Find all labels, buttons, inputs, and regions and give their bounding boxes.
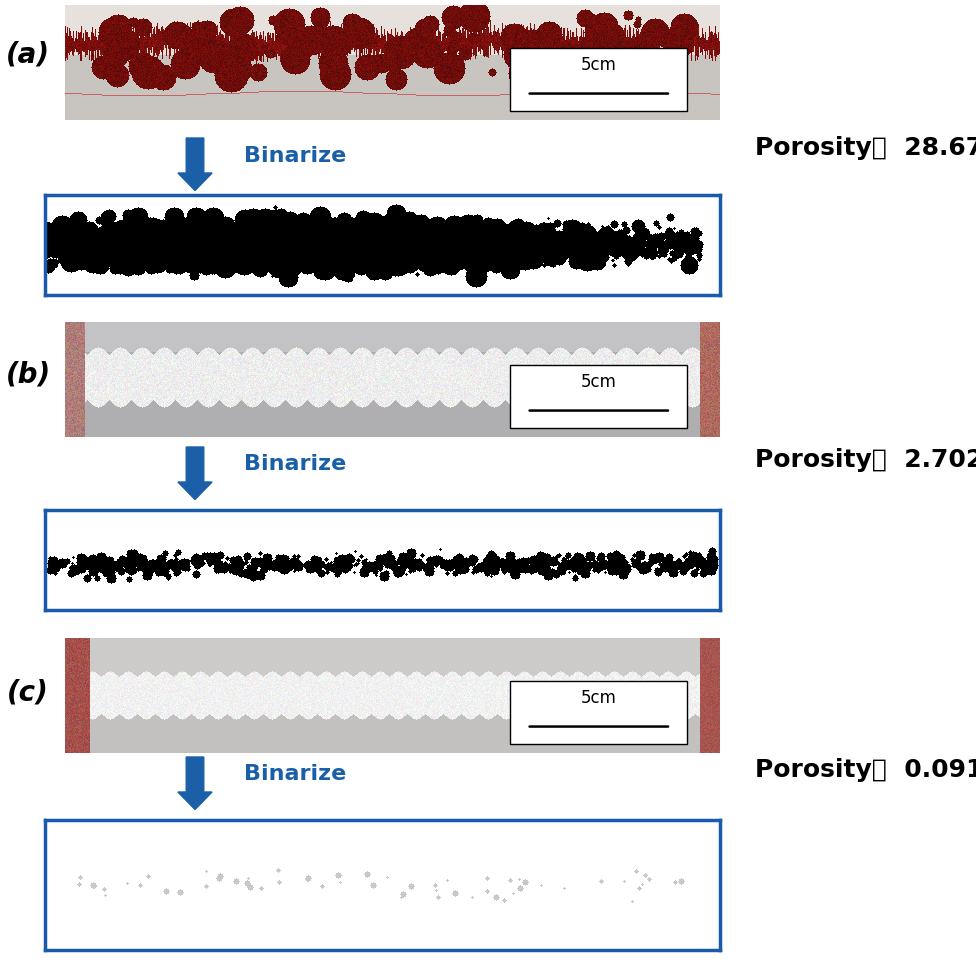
Text: 5cm: 5cm [581,56,617,74]
Text: 5cm: 5cm [581,373,617,391]
Text: 5cm: 5cm [581,689,617,707]
Text: Porosity：  28.672%: Porosity： 28.672% [755,136,976,160]
Text: Porosity：  0.091%: Porosity： 0.091% [755,758,976,782]
FancyBboxPatch shape [510,365,687,428]
Text: Porosity：  2.702%: Porosity： 2.702% [755,448,976,472]
Text: Binarize: Binarize [244,145,346,166]
Text: Binarize: Binarize [244,764,346,785]
FancyBboxPatch shape [510,681,687,744]
FancyBboxPatch shape [510,48,687,111]
Text: (b): (b) [6,361,51,389]
Text: (c): (c) [7,678,49,706]
Text: Binarize: Binarize [244,454,346,475]
Text: (a): (a) [6,41,50,69]
